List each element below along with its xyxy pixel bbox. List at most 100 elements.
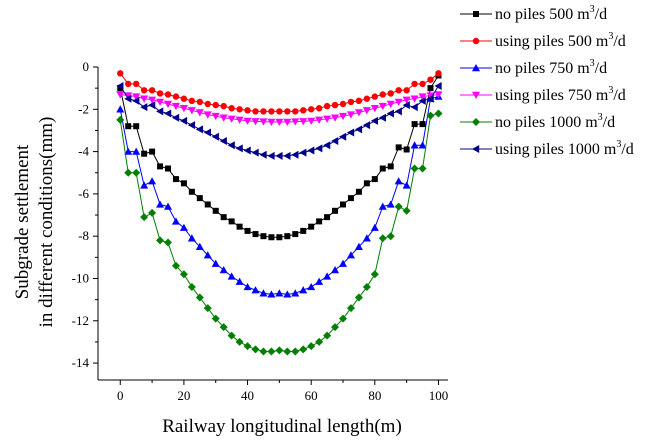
data-point — [156, 107, 164, 116]
legend-label: no piles 500 m3/d — [495, 4, 607, 23]
data-point — [354, 242, 363, 250]
data-point — [403, 146, 410, 153]
x-tick-label: 20 — [177, 388, 190, 403]
data-point — [355, 97, 363, 105]
data-point — [195, 242, 204, 250]
data-point — [187, 282, 196, 291]
data-point — [219, 323, 228, 332]
data-point — [172, 93, 180, 100]
data-point — [427, 85, 434, 92]
data-point — [251, 118, 260, 126]
data-point — [228, 218, 235, 225]
data-point — [157, 163, 164, 170]
data-point — [132, 168, 141, 177]
data-point — [323, 331, 332, 340]
y-tick-label: -6 — [78, 186, 89, 201]
data-point — [418, 164, 427, 173]
data-point — [236, 106, 243, 113]
data-point — [284, 108, 291, 115]
series-1 — [117, 70, 442, 115]
data-point — [275, 118, 284, 126]
data-point — [331, 266, 340, 274]
data-point — [370, 223, 379, 231]
data-point — [426, 92, 435, 100]
data-point — [402, 206, 411, 215]
data-point — [283, 118, 292, 126]
data-point — [124, 147, 133, 155]
data-point — [339, 314, 347, 323]
data-point — [227, 272, 236, 280]
data-point — [140, 181, 149, 189]
data-point — [212, 101, 219, 109]
data-point — [362, 282, 371, 291]
y-tick-label: -8 — [78, 228, 89, 243]
data-point — [227, 141, 235, 150]
data-point — [132, 93, 141, 101]
x-tick-label: 0 — [117, 388, 124, 403]
data-point — [124, 94, 132, 103]
series-line — [119, 96, 439, 295]
data-point — [148, 208, 157, 217]
data-point — [244, 107, 251, 114]
data-point — [204, 201, 211, 208]
data-point — [156, 236, 165, 245]
data-point — [316, 218, 323, 225]
data-point — [378, 202, 387, 210]
data-point — [363, 180, 370, 187]
data-point — [299, 118, 308, 126]
data-point — [235, 116, 244, 124]
data-point — [299, 345, 308, 354]
data-point — [179, 116, 188, 125]
data-point — [180, 95, 188, 102]
data-point — [323, 141, 331, 150]
legend-label-unit: /d — [613, 33, 625, 50]
legend-swatch-marker — [472, 118, 480, 126]
data-point — [148, 96, 157, 104]
data-point — [179, 223, 188, 231]
data-point — [292, 231, 299, 238]
data-point — [227, 331, 236, 340]
data-point — [315, 105, 323, 112]
data-point — [339, 112, 347, 121]
data-point — [235, 337, 244, 346]
data-point — [363, 95, 371, 102]
y-tick-label: -2 — [78, 101, 89, 116]
legend-label-unit: /d — [613, 87, 625, 104]
data-point — [402, 101, 410, 110]
data-point — [243, 282, 252, 291]
data-point — [116, 115, 125, 124]
data-point — [180, 180, 187, 187]
data-point — [411, 80, 418, 88]
data-point — [164, 238, 172, 247]
legend-label-text: using piles 1000 m — [495, 141, 617, 158]
data-point — [323, 272, 332, 280]
data-point — [315, 277, 324, 285]
data-point — [410, 103, 418, 112]
data-point — [394, 107, 402, 116]
data-point — [418, 96, 426, 105]
data-point — [179, 270, 188, 279]
data-point — [283, 151, 291, 160]
data-point — [370, 116, 379, 125]
data-point — [346, 128, 355, 137]
data-point — [164, 91, 172, 98]
data-point — [276, 234, 283, 241]
data-point — [292, 108, 299, 115]
data-point — [394, 98, 403, 106]
data-point — [227, 115, 236, 123]
data-point — [418, 141, 427, 149]
data-point — [251, 345, 260, 354]
legend-label-text: using piles 750 m — [495, 87, 609, 104]
data-point — [171, 261, 180, 270]
data-point — [116, 105, 125, 113]
data-point — [419, 80, 426, 88]
legend-label-text: using piles 500 m — [495, 33, 609, 50]
data-point — [434, 82, 442, 91]
data-point — [418, 93, 427, 101]
data-point — [171, 113, 180, 122]
legend-item: using piles 750 m3/d — [460, 85, 626, 104]
data-point — [275, 289, 284, 297]
data-point — [219, 114, 228, 122]
x-tick-label: 60 — [305, 388, 318, 403]
data-point — [244, 227, 251, 234]
